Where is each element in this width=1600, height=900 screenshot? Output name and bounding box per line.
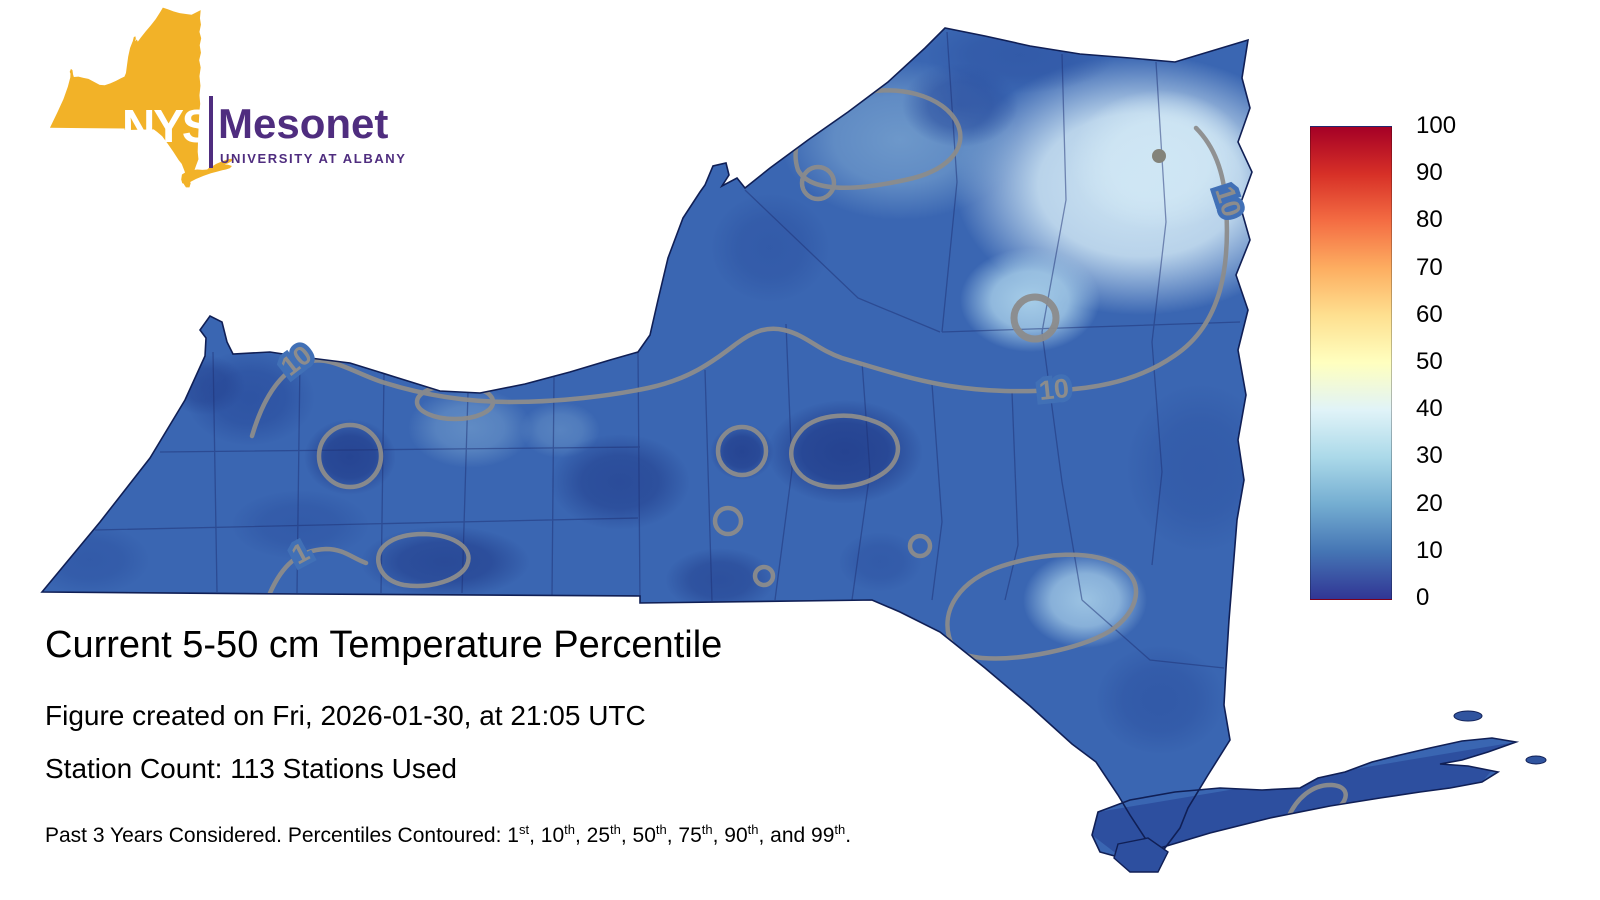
footnote-text: Past 3 Years Considered. Percentiles Con… xyxy=(45,824,519,847)
small-island xyxy=(1453,710,1483,722)
contour-label-10-center: 10 xyxy=(1037,373,1070,406)
logo-nys-text: NYS xyxy=(122,100,211,152)
logo-mesonet-text: Mesonet xyxy=(218,100,389,147)
footnote-superscript: th xyxy=(564,822,575,837)
footnote-text: , 90 xyxy=(712,824,748,847)
colorbar-tick: 10 xyxy=(1416,537,1443,564)
figure-title: Current 5-50 cm Temperature Percentile xyxy=(45,624,723,666)
figure-footnote: Past 3 Years Considered. Percentiles Con… xyxy=(45,822,852,848)
colorbar-tick: 70 xyxy=(1416,254,1443,281)
footnote-superscript: th xyxy=(701,822,713,837)
footnote-superscript: th xyxy=(655,822,667,837)
county-borders xyxy=(94,31,1241,669)
colorbar-tick: 40 xyxy=(1416,395,1443,422)
logo-divider xyxy=(209,96,213,168)
footnote-text: , 50 xyxy=(620,824,656,847)
colorbar-tick: 0 xyxy=(1416,584,1430,611)
footnote-text: , 10 xyxy=(529,824,565,847)
footnote-text: , and 99 xyxy=(758,824,835,847)
colorbar-tick: 50 xyxy=(1416,348,1443,375)
footnote-superscript: st xyxy=(518,822,530,837)
footnote-text: . xyxy=(845,824,852,847)
percentile-contours xyxy=(249,88,1348,821)
footnote-superscript: th xyxy=(610,822,621,837)
station-marker-dot xyxy=(1152,149,1166,163)
small-island xyxy=(1525,755,1547,765)
colorbar-gradient xyxy=(1310,126,1392,600)
station-count-line: Station Count: 113 Stations Used xyxy=(45,753,457,784)
logo-university-text: UNIVERSITY AT ALBANY xyxy=(220,151,407,166)
colorbar-tick: 20 xyxy=(1416,490,1443,517)
figure-created-line: Figure created on Fri, 2026-01-30, at 21… xyxy=(45,700,646,731)
staten-island-outline xyxy=(1113,837,1169,873)
logo-state-icon: NYS xyxy=(49,7,235,188)
colorbar-tick: 60 xyxy=(1416,301,1443,328)
footnote-text: , 75 xyxy=(666,824,702,847)
footnote-superscript: th xyxy=(747,822,759,837)
colorbar-tick: 80 xyxy=(1416,206,1443,233)
footnote-superscript: th xyxy=(834,822,846,837)
footnote-text: , 25 xyxy=(574,824,610,847)
colorbar-tick: 30 xyxy=(1416,442,1443,469)
colorbar-tick: 90 xyxy=(1416,159,1443,186)
colorbar-tick: 100 xyxy=(1416,112,1457,139)
long-island-outline xyxy=(1091,737,1520,859)
